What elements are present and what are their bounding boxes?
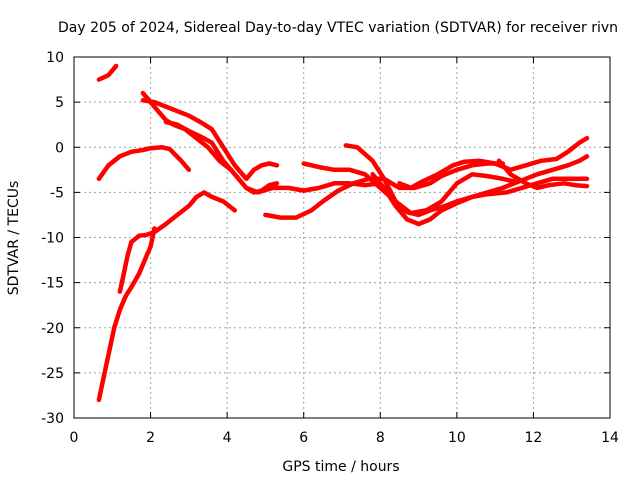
x-axis-label: GPS time / hours [282, 459, 399, 475]
data-series [96, 63, 590, 403]
series-trace-a [96, 63, 119, 82]
x-tick-label: 0 [70, 430, 79, 446]
x-tick-label: 2 [146, 430, 155, 446]
series-trace-c [96, 226, 157, 403]
y-tick-label: 10 [46, 50, 64, 66]
x-tick-label: 10 [448, 430, 466, 446]
y-tick-label: -20 [41, 321, 64, 337]
y-tick-label: -5 [50, 185, 64, 201]
series-trace-b [96, 145, 192, 182]
series-trace-f [140, 98, 280, 182]
y-tick-label: -15 [41, 276, 64, 292]
axis-ticks: 0 2 4 6 8 10 12 14 10 5 0 -5 -10 -15 -20 -25 -30 [41, 50, 619, 446]
y-axis-label: SDTVAR / TECUs [6, 181, 22, 296]
grid [74, 57, 610, 418]
y-tick-label: 0 [55, 140, 64, 156]
series-trace-d [117, 190, 238, 294]
x-tick-label: 8 [376, 430, 385, 446]
x-tick-label: 4 [223, 430, 232, 446]
series-trace-k [370, 154, 590, 227]
series-trace-m [496, 158, 590, 191]
x-tick-label: 14 [601, 430, 619, 446]
x-tick-label: 6 [299, 430, 308, 446]
series-trace-l [397, 135, 590, 191]
y-tick-label: -30 [41, 411, 64, 427]
y-tick-label: -25 [41, 366, 64, 382]
series-trace-g [163, 119, 383, 195]
chart-title: Day 205 of 2024, Sidereal Day-to-day VTE… [58, 20, 618, 36]
x-tick-label: 12 [525, 430, 543, 446]
y-tick-label: -10 [41, 231, 64, 247]
y-tick-label: 5 [55, 95, 64, 111]
